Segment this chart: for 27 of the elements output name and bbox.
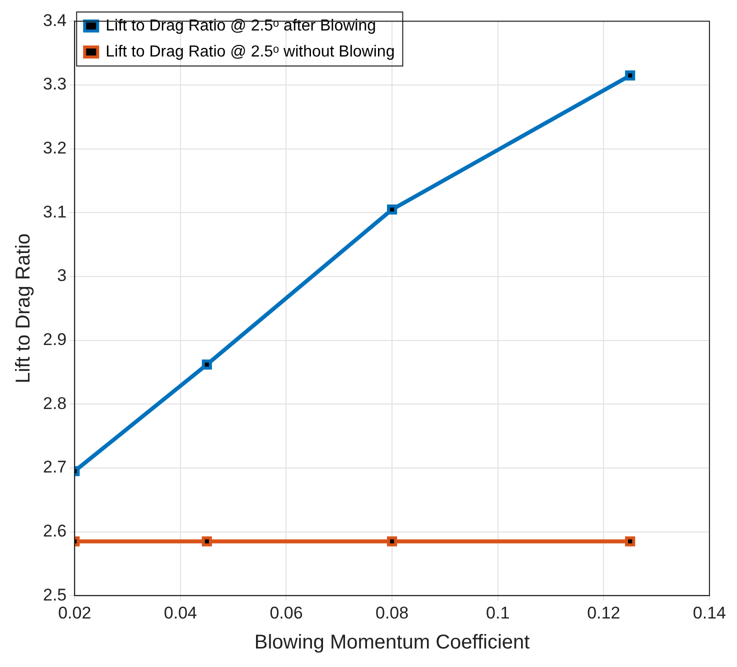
x-tick-label: 0.06 xyxy=(270,603,303,622)
y-tick-label: 3.3 xyxy=(42,74,67,94)
y-tick-label: 3.1 xyxy=(42,202,67,222)
point xyxy=(625,70,636,80)
y-tick-label: 2.8 xyxy=(42,394,67,413)
y-tick-label: 3.4 xyxy=(42,10,67,30)
point xyxy=(625,536,636,546)
x-tick-label: 0.08 xyxy=(376,603,409,622)
y-tick-label: 3 xyxy=(57,266,67,286)
y-tick-label: 2.6 xyxy=(42,521,67,540)
x-axis-title: Blowing Momentum Coefficient xyxy=(254,632,530,654)
y-tick-label: 3.2 xyxy=(42,138,67,158)
legend-label: Lift to Drag Ratio @ 2.5ᵒ without Blowing xyxy=(106,43,395,60)
legend-label: Lift to Drag Ratio @ 2.5ᵒ after Blowing xyxy=(106,17,376,34)
y-axis-title: Lift to Drag Ratio xyxy=(12,233,35,384)
point xyxy=(202,536,212,546)
point xyxy=(387,204,398,215)
point xyxy=(202,360,212,370)
y-tick-label: 2.5 xyxy=(42,585,67,604)
x-tick-label: 0.1 xyxy=(486,603,510,622)
x-tick-label: 0.04 xyxy=(164,603,197,622)
y-tick-label: 2.7 xyxy=(42,458,67,477)
x-tick-label: 0.12 xyxy=(587,603,620,622)
x-tick-label: 0.14 xyxy=(692,603,726,622)
y-tick-label: 2.9 xyxy=(42,330,67,349)
point xyxy=(387,536,398,546)
x-tick-label: 0.02 xyxy=(58,603,92,622)
